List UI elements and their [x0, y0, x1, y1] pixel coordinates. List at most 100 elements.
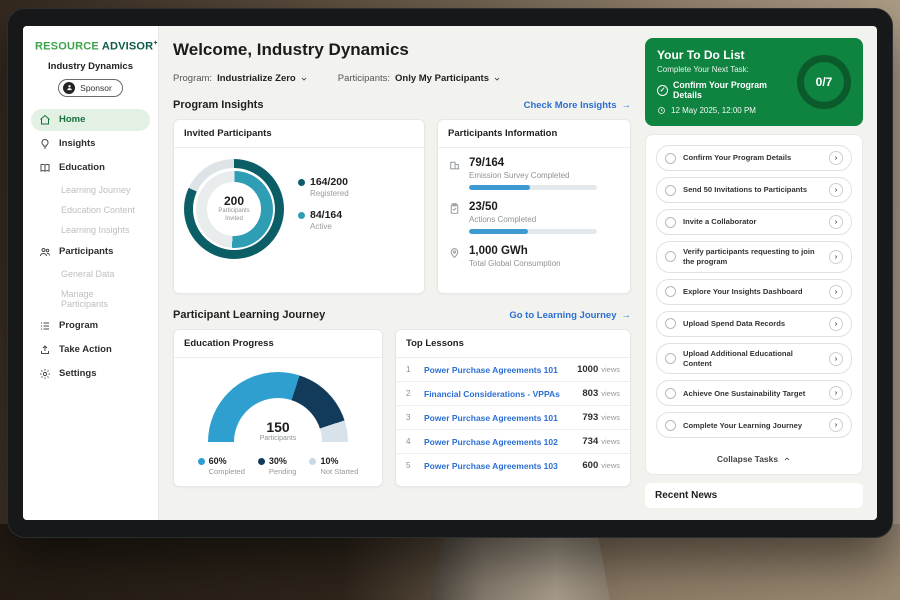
task-label: Upload Spend Data Records — [683, 318, 786, 328]
task-checkbox[interactable] — [665, 251, 676, 263]
task-checkbox[interactable] — [665, 419, 676, 431]
chevron-right-icon[interactable] — [829, 151, 843, 165]
legend-item-active: 84/164 Active — [298, 209, 349, 231]
chevron-right-icon[interactable] — [829, 386, 843, 401]
lesson-rank: 5 — [406, 461, 411, 470]
legend-item-registered: 164/200 Registered — [298, 176, 349, 198]
sidebar-item-general-data[interactable]: General Data — [61, 268, 115, 279]
nav-label: Home — [59, 114, 86, 126]
task-checkbox[interactable] — [665, 353, 676, 365]
chevron-right-icon[interactable] — [829, 249, 843, 264]
todo-next-task: ✓ Confirm Your Program Details — [657, 80, 797, 100]
sidebar-item-learning-insights[interactable]: Learning Insights — [61, 224, 130, 235]
lesson-row[interactable]: 2 Financial Considerations - VPPAs 803 vi… — [396, 382, 630, 406]
stat-value: 79/164 — [469, 157, 505, 169]
link-label: Check More Insights — [523, 99, 617, 111]
task-row[interactable]: Complete Your Learning Journey — [656, 412, 852, 439]
sidebar-item-program[interactable]: Program — [31, 315, 150, 337]
legend-label: Completed — [208, 467, 245, 476]
collapse-tasks-link[interactable]: Collapse Tasks — [656, 451, 852, 464]
sidebar-item-settings[interactable]: Settings — [31, 363, 150, 385]
stat-global-consumption: 1,000 GWh Total Global Consumption — [448, 245, 620, 273]
lesson-link[interactable]: Power Purchase Agreements 103 — [424, 460, 558, 471]
task-label: Achieve One Sustainability Target — [683, 388, 806, 398]
participants-information-card: Participants Information 79/164 Emission… — [437, 119, 631, 294]
check-more-insights-link[interactable]: Check More Insights → — [524, 100, 631, 111]
task-row[interactable]: Explore Your Insights Dashboard — [656, 278, 852, 305]
task-row[interactable]: Confirm Your Program Details — [656, 145, 852, 171]
lesson-views: 600 views — [582, 460, 620, 471]
sidebar-nav: Home Insights Education Learning Journey… — [23, 108, 158, 385]
stat-actions-completed: 23/50 Actions Completed — [448, 201, 620, 234]
task-label: Explore Your Insights Dashboard — [683, 286, 803, 296]
org-name: Industry Dynamics — [48, 60, 133, 72]
sidebar-item-education-content[interactable]: Education Content — [61, 204, 136, 215]
lesson-row[interactable]: 4 Power Purchase Agreements 102 734 views — [396, 430, 630, 454]
chevron-right-icon[interactable] — [829, 284, 843, 299]
education-gauge-chart: 150 Participants — [208, 372, 348, 442]
chevron-right-icon[interactable] — [829, 351, 843, 366]
stat-label: Total Global Consumption — [469, 259, 561, 268]
task-checkbox[interactable] — [665, 387, 676, 399]
task-checkbox[interactable] — [665, 216, 676, 228]
chevron-right-icon[interactable] — [829, 183, 843, 197]
invited-caption: Participants Invited — [218, 208, 250, 222]
stat-value: 23/50 — [469, 201, 498, 213]
sidebar-item-participants[interactable]: Participants — [31, 241, 150, 263]
nav-label: Program — [59, 320, 99, 332]
sidebar-item-take-action[interactable]: Take Action — [31, 339, 150, 361]
lesson-row[interactable]: 5 Power Purchase Agreements 103 600 views — [396, 454, 630, 477]
lesson-link[interactable]: Power Purchase Agreements 102 — [424, 436, 558, 447]
go-to-learning-journey-link[interactable]: Go to Learning Journey → — [509, 310, 631, 321]
monitor-bezel: RESOURCE ADVISOR+ Industry Dynamics Spon… — [7, 8, 893, 538]
sponsor-badge[interactable]: Sponsor — [58, 78, 123, 97]
participants-filter-value: Only My Participants — [395, 73, 489, 84]
lesson-link[interactable]: Power Purchase Agreements 101 — [424, 364, 558, 375]
gauge-value: 150 — [266, 419, 290, 435]
todo-column: Your To Do List Complete Your Next Task:… — [645, 38, 863, 508]
arrow-right-icon: → — [621, 309, 632, 321]
task-row[interactable]: Upload Spend Data Records — [656, 310, 852, 337]
legend-label: Active — [310, 222, 332, 231]
task-row[interactable]: Invite a Collaborator — [656, 209, 852, 235]
lesson-link[interactable]: Financial Considerations - VPPAs — [424, 388, 560, 399]
education-progress-card: Education Progress 150 Participants — [173, 329, 383, 487]
lesson-row[interactable]: 3 Power Purchase Agreements 101 793 views — [396, 406, 630, 430]
learning-journey-header: Participant Learning Journey Go to Learn… — [173, 309, 631, 321]
task-row[interactable]: Verify participants requesting to join t… — [656, 241, 852, 273]
participants-dropdown[interactable]: Participants: Only My Participants — [338, 73, 501, 84]
clipboard-icon — [448, 202, 461, 215]
sidebar-item-education[interactable]: Education — [31, 157, 150, 179]
sidebar-item-manage-participants[interactable]: Manage Participants — [61, 288, 109, 309]
task-row[interactable]: Achieve One Sustainability Target — [656, 380, 852, 407]
legend-label: Not Started — [320, 467, 359, 476]
nav-label: Participants — [59, 246, 114, 258]
task-checkbox[interactable] — [665, 152, 676, 164]
sidebar-item-insights[interactable]: Insights — [31, 133, 150, 155]
check-icon: ✓ — [657, 84, 668, 96]
participants-filter-label: Participants: — [337, 73, 391, 84]
lesson-row[interactable]: 1 Power Purchase Agreements 101 1000 view… — [396, 358, 630, 382]
invited-total: 200 — [223, 194, 244, 209]
upload-action-icon — [39, 344, 51, 356]
sidebar-item-home[interactable]: Home — [31, 108, 150, 131]
lesson-link[interactable]: Power Purchase Agreements 101 — [424, 412, 558, 423]
task-row[interactable]: Send 50 Invitations to Participants — [656, 177, 852, 203]
invited-legend: 164/200 Registered 84/164 — [298, 176, 349, 242]
program-filter-value: Industrialize Zero — [217, 73, 296, 84]
program-dropdown[interactable]: Program: Industrialize Zero — [173, 73, 308, 84]
task-checkbox[interactable] — [665, 318, 676, 330]
gauge-caption: Participants — [259, 435, 297, 442]
task-checkbox[interactable] — [665, 184, 676, 196]
card-title: Invited Participants — [174, 120, 424, 148]
task-row[interactable]: Upload Additional Educational Content — [656, 342, 852, 375]
chevron-right-icon[interactable] — [829, 418, 843, 433]
todo-subtitle: Complete Your Next Task: — [657, 65, 749, 74]
chevron-right-icon[interactable] — [829, 215, 843, 229]
program-filter-label: Program: — [173, 73, 213, 84]
chevron-right-icon[interactable] — [829, 316, 843, 331]
task-checkbox[interactable] — [665, 286, 676, 298]
lightbulb-icon — [39, 138, 51, 150]
sidebar-item-learning-journey[interactable]: Learning Journey — [61, 184, 131, 195]
